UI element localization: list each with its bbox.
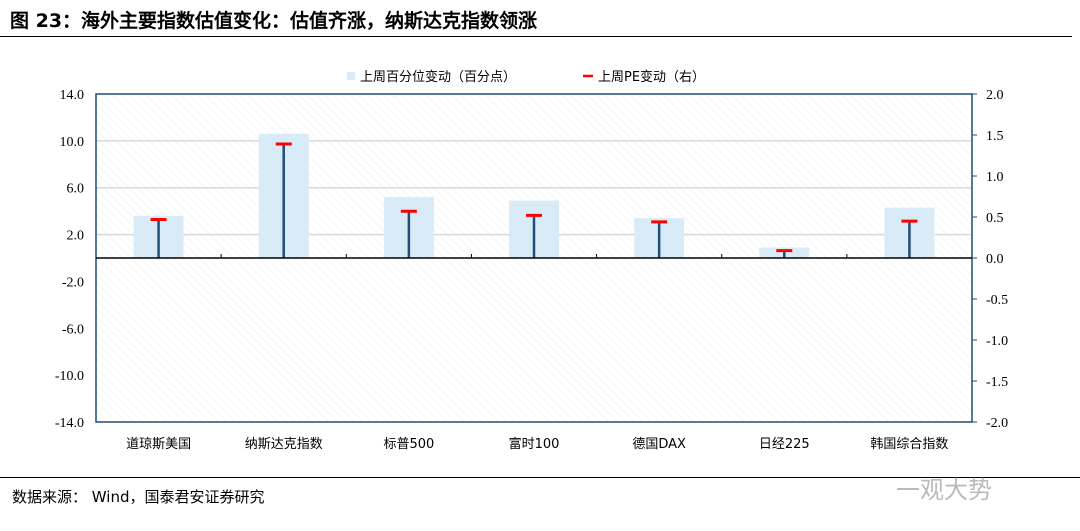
right-tick-label: -1.0 [986,334,1008,349]
right-tick-label: 1.0 [986,170,1004,185]
category-label: 韩国综合指数 [870,437,948,452]
legend-pe-label: 上周PE变动（右） [598,69,705,85]
category-label: 纳斯达克指数 [245,437,323,452]
legend-bar-label: 上周百分位变动（百分点） [360,69,516,85]
left-tick-label: 6.0 [67,182,85,197]
left-tick-label: 2.0 [67,229,85,244]
right-tick-label: -0.5 [986,293,1008,308]
category-label: 德国DAX [632,437,686,452]
source-note: 数据来源： Wind，国泰君安证券研究 [12,488,265,506]
left-tick-label: -14.0 [55,416,84,431]
right-tick-label: -2.0 [986,416,1008,431]
left-tick-label: -6.0 [62,322,84,337]
legend-bar-swatch [347,72,355,80]
left-tick-label: 14.0 [60,88,85,103]
right-tick-label: 0.5 [986,211,1004,226]
category-label: 标普500 [383,437,434,452]
category-label: 道琼斯美国 [126,437,191,452]
left-tick-label: -2.0 [62,275,84,290]
left-tick-label: 10.0 [60,135,85,150]
right-tick-label: 2.0 [986,88,1004,103]
title-divider [0,36,1072,37]
watermark: 一观大势 [896,476,992,504]
right-tick-label: -1.5 [986,375,1008,390]
right-tick-label: 0.0 [986,252,1004,267]
chart: 14.0 10.0 6.0 2.0 -2.0 -6.0 -10.0 -14.0 2.0 1.5 1.… [55,69,1008,452]
right-tick-label: 1.5 [986,129,1004,144]
footer-divider [0,477,1080,478]
left-tick-label: -10.0 [55,369,84,384]
figure-title: 图 23：海外主要指数估值变化：估值齐涨，纳斯达克指数领涨 [10,10,538,32]
category-label: 富时100 [509,436,560,452]
category-label: 日经225 [759,437,810,452]
